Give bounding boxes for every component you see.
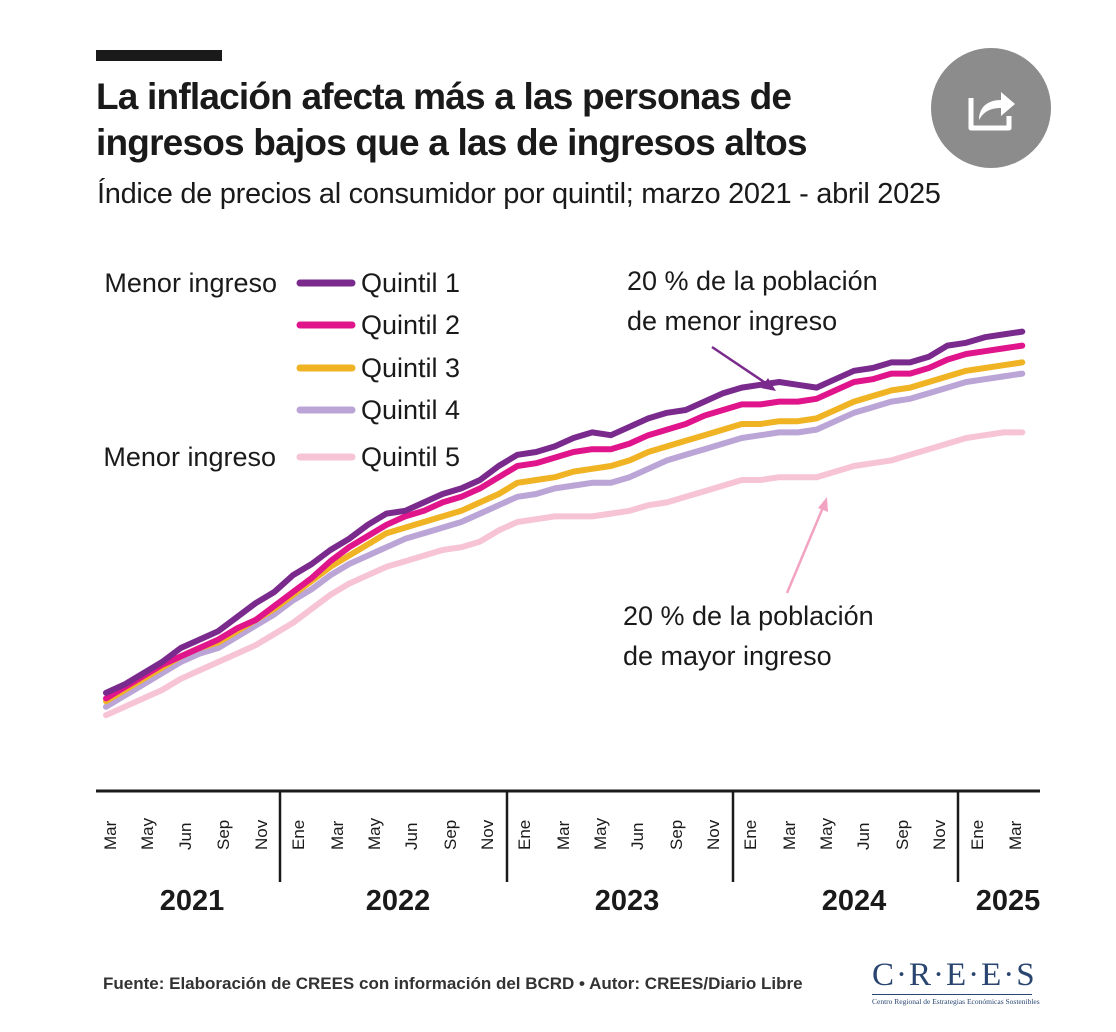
source-note: Fuente: Elaboración de CREES con informa…	[103, 974, 803, 993]
annotation-bottom-arrow	[785, 504, 826, 594]
year-label-2025: 2025	[976, 885, 1041, 917]
share-icon	[968, 92, 1015, 131]
x-tick-label: Ene	[741, 820, 760, 850]
legend-label-4: Quintil 4	[361, 395, 460, 425]
x-tick-label: Ene	[289, 820, 308, 850]
annotation-top-arrowhead	[761, 378, 776, 391]
series-line-quintil-2	[103, 342, 1026, 702]
logo-text: C·R·E·E·S	[872, 957, 1037, 993]
legend-group-label-top: Menor ingreso	[104, 268, 277, 298]
legend-label-2: Quintil 2	[361, 310, 460, 340]
x-tick-label: Jun	[854, 823, 873, 850]
x-tick-label: Sep	[214, 820, 233, 850]
title-line-1: La inflación afecta más a las personas d…	[96, 76, 792, 117]
legend-label-1: Quintil 1	[361, 268, 460, 298]
legend-label-5: Quintil 5	[361, 442, 460, 472]
x-tick-label: Ene	[968, 820, 987, 850]
x-tick-label: Nov	[478, 819, 497, 850]
year-label-2022: 2022	[366, 885, 431, 917]
legend-group-label-bottom: Menor ingreso	[103, 442, 276, 472]
title-accent-bar	[96, 50, 222, 61]
x-tick-label: May	[365, 817, 384, 850]
x-tick-label: Mar	[1006, 820, 1025, 850]
logo-subtext: Centro Regional de Estrategias Económica…	[872, 994, 1040, 1006]
annotation-bottom-arrowhead	[818, 497, 828, 512]
legend-label-3: Quintil 3	[361, 353, 460, 383]
x-tick-label: May	[817, 817, 836, 850]
x-tick-label: Jun	[176, 823, 195, 850]
series-line-quintil-1	[103, 328, 1026, 696]
x-tick-label: Sep	[441, 820, 460, 850]
x-tick-label: Nov	[704, 819, 723, 850]
annotation-top-line-1: 20 % de la población	[627, 266, 878, 296]
chart-title: La inflación afecta más a las personas d…	[96, 74, 936, 166]
x-tick-label: Nov	[930, 819, 949, 850]
x-tick-label: Sep	[667, 820, 686, 850]
annotation-top-line-2: de menor ingreso	[627, 306, 837, 336]
x-tick-label: Mar	[328, 820, 347, 850]
year-label-2023: 2023	[595, 885, 660, 917]
x-tick-label: Mar	[780, 820, 799, 850]
x-tick-label: Mar	[554, 820, 573, 850]
title-line-2: ingresos bajos que a las de ingresos alt…	[96, 122, 808, 163]
x-tick-label: Nov	[252, 819, 271, 850]
year-label-2024: 2024	[822, 885, 887, 917]
x-tick-label: Ene	[515, 820, 534, 850]
year-label-2021: 2021	[160, 885, 225, 917]
annotation-top-arrow	[711, 345, 771, 388]
chart-subtitle: Índice de precios al consumidor por quin…	[97, 178, 941, 210]
series-line-quintil-5	[103, 429, 1026, 719]
share-button[interactable]	[931, 48, 1051, 168]
x-tick-label: Jun	[402, 823, 421, 850]
x-tick-label: Mar	[101, 820, 120, 850]
crees-logo: C·R·E·E·S Centro Regional de Estrategias…	[872, 956, 1040, 1006]
x-tick-label: Jun	[628, 823, 647, 850]
annotation-bottom-line-1: 20 % de la población	[623, 601, 874, 631]
series-line-quintil-4	[103, 370, 1026, 710]
x-tick-label: Sep	[893, 820, 912, 850]
x-tick-label: May	[138, 817, 157, 850]
annotation-bottom-line-2: de mayor ingreso	[623, 641, 832, 671]
x-tick-label: May	[591, 817, 610, 850]
